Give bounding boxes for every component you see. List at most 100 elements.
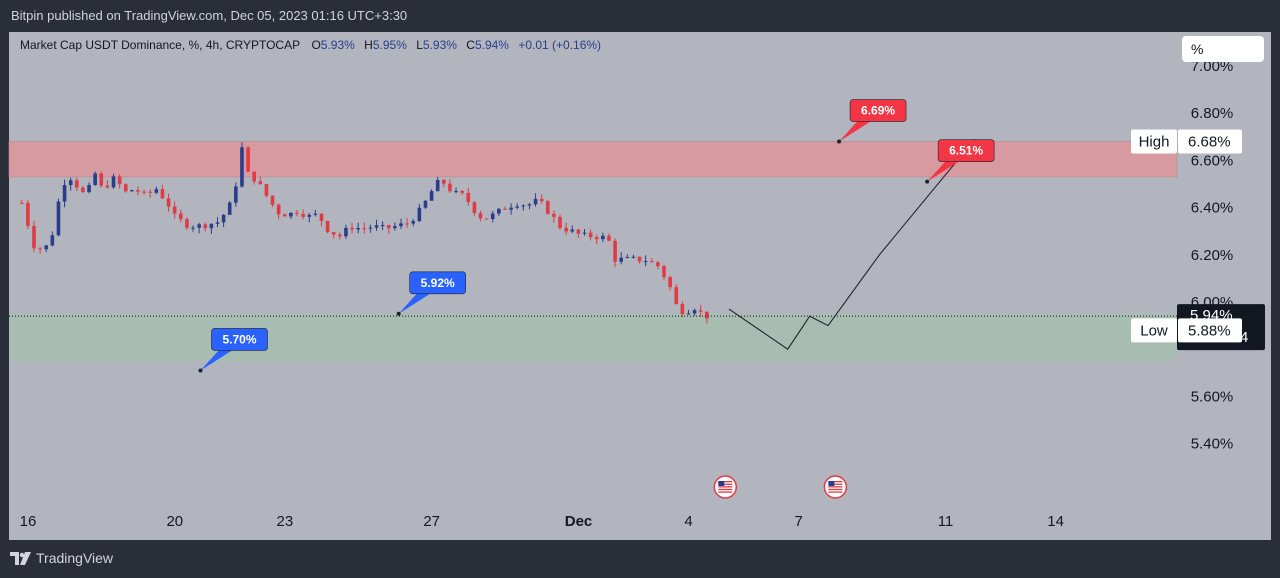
candle-body — [350, 227, 354, 230]
candle-body — [264, 184, 269, 196]
callout-anchor — [396, 311, 401, 316]
low-price-value: 5.88% — [1188, 322, 1231, 339]
callout-box[interactable] — [211, 328, 268, 351]
legend-symbol: Market Cap USDT Dominance, %, 4h, CRYPTO… — [20, 38, 301, 52]
candle-body — [123, 184, 128, 192]
candle-body — [503, 208, 507, 210]
callout-anchor — [198, 368, 203, 373]
callout-pointer — [398, 292, 432, 314]
candle-body — [380, 225, 385, 227]
x-tick-label: 4 — [684, 513, 692, 530]
candle-body — [649, 261, 654, 263]
candle-body — [160, 189, 165, 199]
candle-body — [448, 183, 452, 192]
flag-canton — [828, 481, 835, 486]
callout-box[interactable] — [849, 99, 907, 122]
candle-body — [442, 179, 446, 184]
callout-label: 5.92% — [421, 276, 455, 290]
candle-body — [172, 206, 177, 214]
axes-layer: 7.00%6.80%6.60%6.40%6.20%6.00%5.60%5.40%… — [20, 58, 1265, 530]
candle-body — [38, 248, 42, 250]
candle-body — [276, 204, 281, 215]
us-flag-icon[interactable] — [713, 475, 738, 499]
candle-body — [87, 185, 91, 193]
high-price-box — [1178, 129, 1242, 154]
legend-open-value: 5.93% — [320, 38, 355, 52]
candle-body — [705, 311, 709, 319]
x-tick-label: Dec — [565, 513, 593, 530]
y-tick-label: 6.40% — [1191, 200, 1234, 217]
callout-anchor — [925, 179, 930, 184]
candle-body — [674, 287, 679, 305]
candle-body — [148, 191, 153, 193]
candle-body — [252, 171, 256, 182]
x-tick-label: 16 — [20, 513, 37, 530]
candle-body — [325, 220, 330, 233]
x-tick-label: 14 — [1047, 513, 1064, 530]
candle-body — [570, 229, 575, 232]
candle-body — [105, 185, 110, 188]
candle-body — [136, 190, 140, 192]
candle-body — [680, 304, 685, 315]
chart-frame[interactable] — [9, 32, 1271, 540]
candle-body — [490, 213, 495, 220]
candle-body — [423, 200, 428, 208]
candle-body — [50, 235, 55, 246]
candle-body — [564, 227, 568, 232]
candle-body — [313, 213, 318, 215]
candle-body — [338, 234, 342, 237]
callout-anchor — [837, 139, 842, 144]
candle-body — [417, 207, 422, 222]
legend-low-label: L — [416, 38, 423, 52]
x-tick-label: 7 — [795, 513, 803, 530]
candle-body — [601, 235, 605, 240]
candle-body — [344, 227, 348, 237]
callout-box[interactable] — [937, 139, 995, 162]
y-tick-label: 5.60% — [1191, 388, 1234, 405]
candle-body — [93, 173, 97, 186]
callout-box[interactable] — [409, 271, 466, 295]
candle-body — [331, 232, 336, 235]
candle-body — [662, 266, 666, 278]
candle-body — [527, 204, 532, 206]
candle-body — [478, 213, 483, 219]
price-unit-selector[interactable]: % — [1182, 36, 1264, 62]
flag-stripe — [718, 491, 733, 493]
candle-body — [362, 228, 367, 230]
candle-body — [454, 191, 458, 193]
candle-body — [552, 213, 556, 217]
candle-body — [558, 216, 562, 228]
low-tag — [1131, 318, 1177, 343]
candle-body — [643, 261, 648, 263]
flag-stripe — [828, 486, 843, 488]
candle-body — [607, 235, 611, 241]
candle-body — [637, 256, 642, 262]
candle-body — [221, 214, 226, 223]
legend-change-value: +0.01 (+0.16%) — [518, 38, 602, 52]
candle-body — [472, 202, 477, 214]
published-text: Bitpin published on TradingView.com, Dec… — [11, 8, 408, 23]
candle-body — [429, 191, 434, 201]
candle-body — [656, 262, 660, 267]
x-tick-label: 27 — [423, 513, 440, 530]
candle-body — [209, 223, 214, 229]
candle-body — [26, 202, 30, 226]
candle-body — [393, 226, 397, 229]
candle-body — [319, 213, 324, 221]
candle-body — [411, 221, 416, 224]
flag-stripe — [718, 486, 733, 488]
candle-body — [582, 232, 587, 234]
footer-brand[interactable]: TradingView — [36, 550, 114, 566]
candle-body — [44, 245, 49, 250]
candle-body — [435, 179, 440, 192]
candle-body — [301, 213, 305, 217]
us-flag-icon[interactable] — [823, 475, 848, 499]
candle-body — [81, 187, 85, 193]
candle-body — [282, 214, 287, 217]
candle-body — [215, 222, 220, 224]
candle-body — [545, 201, 550, 214]
resistance-zone — [8, 141, 1178, 178]
candle-body — [130, 190, 134, 192]
candle-body — [56, 201, 61, 236]
